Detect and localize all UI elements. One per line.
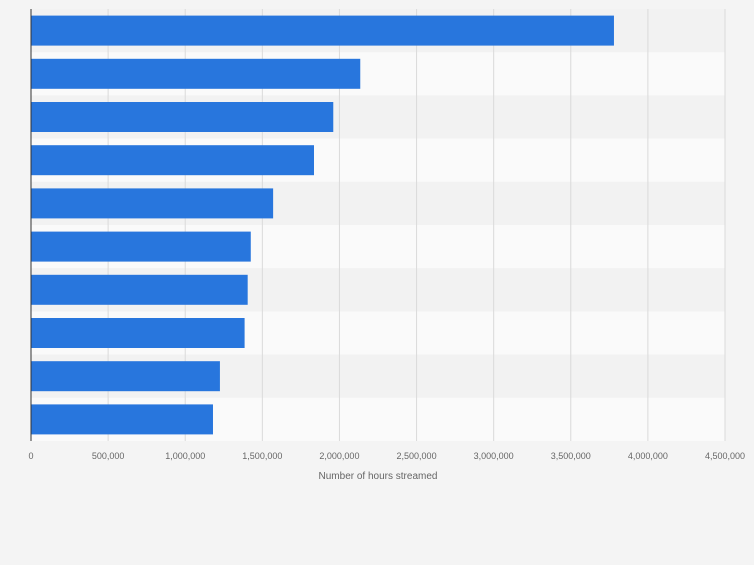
bar[interactable] [31, 102, 334, 132]
x-tick-label: 1,500,000 [242, 451, 282, 461]
x-axis-title: Number of hours streamed [319, 471, 438, 482]
x-tick-label: 2,000,000 [319, 451, 359, 461]
x-tick-label: 0 [28, 451, 33, 461]
x-tick-labels: 0 500,000 1,000,000 1,500,000 2,000,000 2,500… [28, 451, 745, 461]
bar[interactable] [31, 188, 274, 219]
bar[interactable] [31, 58, 361, 89]
bar[interactable] [31, 145, 314, 176]
x-tick-label: 3,500,000 [551, 451, 591, 461]
x-tick-label: 3,000,000 [474, 451, 514, 461]
bar[interactable] [31, 15, 614, 46]
x-tick-label: 4,500,000 [705, 451, 745, 461]
x-tick-label: 2,500,000 [397, 451, 437, 461]
x-tick-label: 1,000,000 [165, 451, 205, 461]
bar[interactable] [31, 361, 220, 392]
bar[interactable] [31, 404, 213, 435]
x-tick-label: 4,000,000 [628, 451, 668, 461]
bar[interactable] [31, 231, 251, 262]
bars [31, 15, 614, 435]
bar[interactable] [31, 318, 245, 348]
bar[interactable] [31, 274, 248, 305]
x-tick-label: 500,000 [92, 451, 125, 461]
